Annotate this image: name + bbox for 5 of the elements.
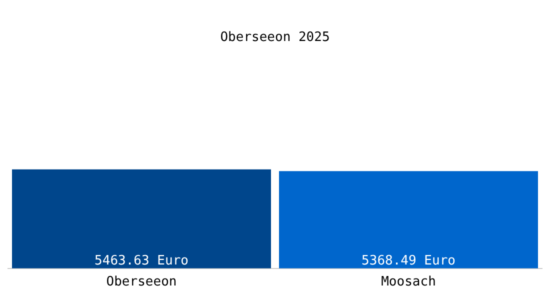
x-tick-label: Moosach	[381, 274, 436, 290]
chart-title: Oberseeon 2025	[220, 30, 330, 46]
x-tick-label: Oberseeon	[106, 274, 177, 290]
data-label: 5463.63 Euro	[94, 253, 188, 268]
data-label: 5368.49 Euro	[362, 253, 456, 268]
